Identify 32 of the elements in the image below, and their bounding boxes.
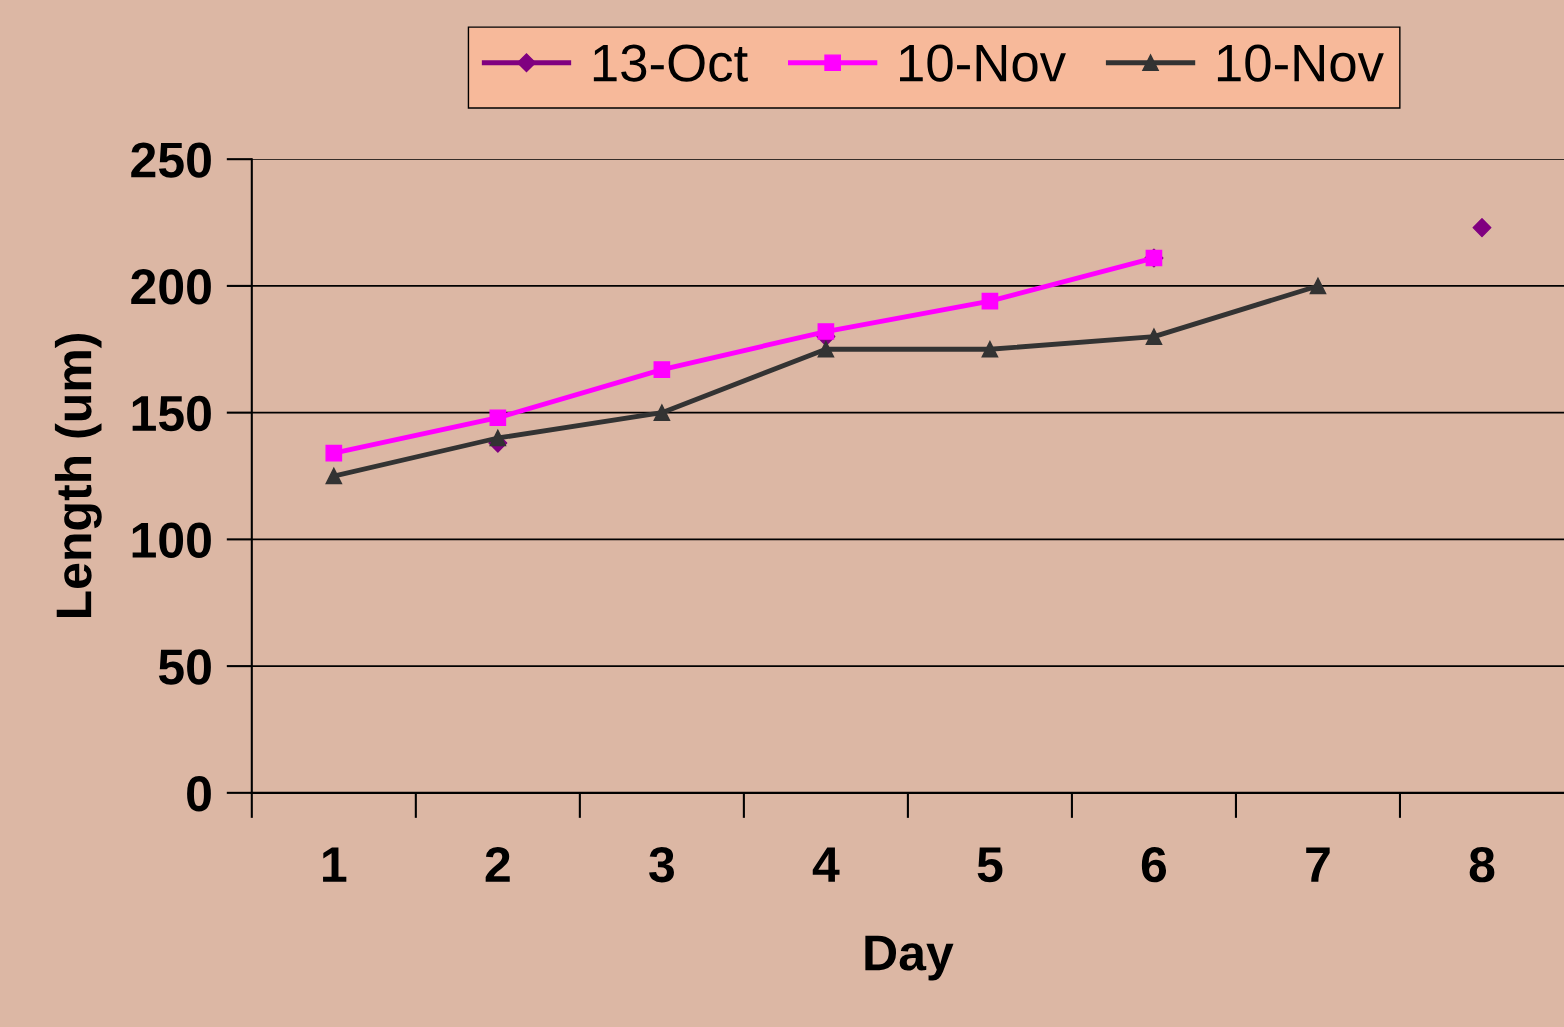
y-tick-label: 50 xyxy=(158,649,211,685)
y-tick-label: 150 xyxy=(132,395,211,432)
point xyxy=(817,323,835,340)
point xyxy=(325,467,343,485)
y-tick-label: 100 xyxy=(132,522,211,558)
point xyxy=(653,361,671,378)
legend-label: 10-Nov xyxy=(1217,44,1384,82)
point xyxy=(325,444,343,462)
x-tick-label: 2 xyxy=(485,846,510,882)
point xyxy=(653,404,671,421)
legend-label: 13-Oct xyxy=(593,44,748,82)
x-tick-label: 1 xyxy=(323,847,347,882)
point xyxy=(981,340,999,358)
x-tick-label: 4 xyxy=(812,847,840,882)
y-tick-label: 200 xyxy=(131,269,211,305)
point xyxy=(1145,328,1163,345)
x-tick-label: 3 xyxy=(649,846,674,883)
x-tick-label: 8 xyxy=(1469,846,1495,883)
y-tick-label: 250 xyxy=(131,142,211,178)
point xyxy=(817,340,835,358)
x-tick-label: 6 xyxy=(1141,846,1167,883)
point xyxy=(489,409,507,427)
point xyxy=(1472,218,1492,238)
point xyxy=(489,429,507,447)
point xyxy=(981,292,999,310)
point xyxy=(1309,277,1327,295)
x-axis-title: Day xyxy=(865,935,954,981)
y-axis-title: Length (um) xyxy=(54,334,102,618)
x-tick-label: 5 xyxy=(977,847,1003,883)
legend-label: 10-Nov xyxy=(900,44,1066,82)
y-tick-label: 0 xyxy=(187,776,211,812)
x-tick-label: 7 xyxy=(1306,847,1330,882)
